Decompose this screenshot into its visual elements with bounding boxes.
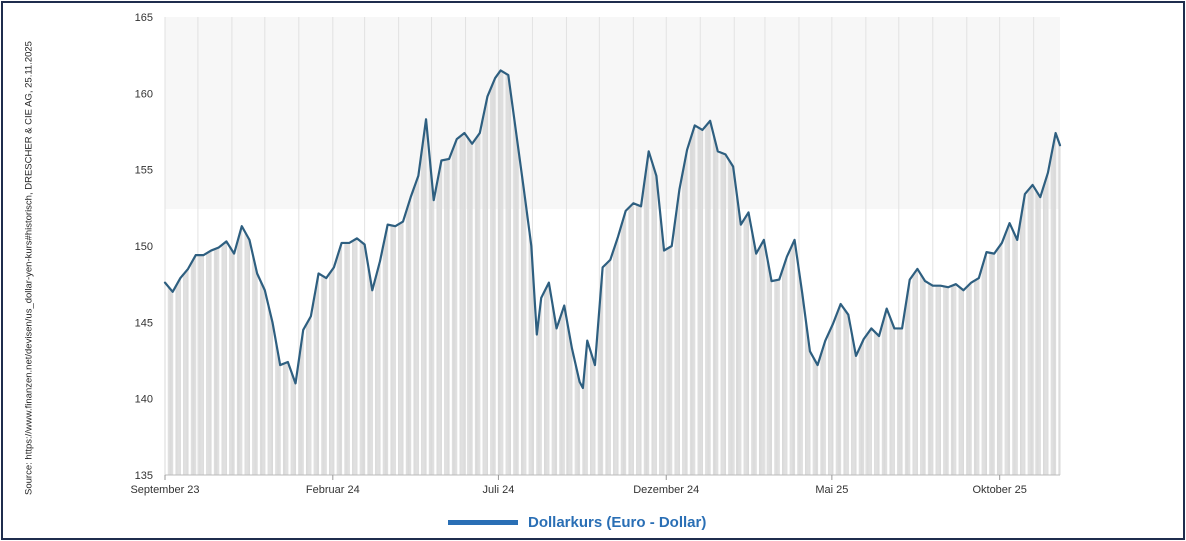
legend: Dollarkurs (Euro - Dollar) (448, 512, 706, 532)
plot-band (165, 17, 1060, 209)
price-area (164, 70, 1061, 475)
x-tick-label: Mai 25 (815, 484, 848, 496)
y-tick-labels: 135 140 145 150 155 160 165 (135, 12, 153, 482)
x-tick-labels: September 23 Februar 24 Juli 24 Dezember 24… (130, 475, 1027, 496)
y-tick-label: 150 (135, 241, 153, 253)
x-tick-label: Juli 24 (483, 484, 515, 496)
legend-label: Dollarkurs (Euro - Dollar) (528, 513, 707, 531)
y-tick-label: 165 (135, 12, 153, 24)
y-tick-label: 135 (135, 470, 153, 482)
x-tick-label: Dezember 24 (633, 484, 699, 496)
y-tick-label: 145 (135, 317, 153, 329)
legend-swatch (448, 519, 518, 525)
price-line (163, 69, 1062, 390)
x-tick-label: Oktober 25 (972, 484, 1026, 496)
x-tick-label: Februar 24 (306, 484, 360, 496)
y-tick-label: 140 (135, 394, 153, 406)
y-tick-label: 155 (135, 165, 153, 177)
y-tick-label: 160 (135, 88, 153, 100)
x-tick-label: September 23 (130, 484, 199, 496)
